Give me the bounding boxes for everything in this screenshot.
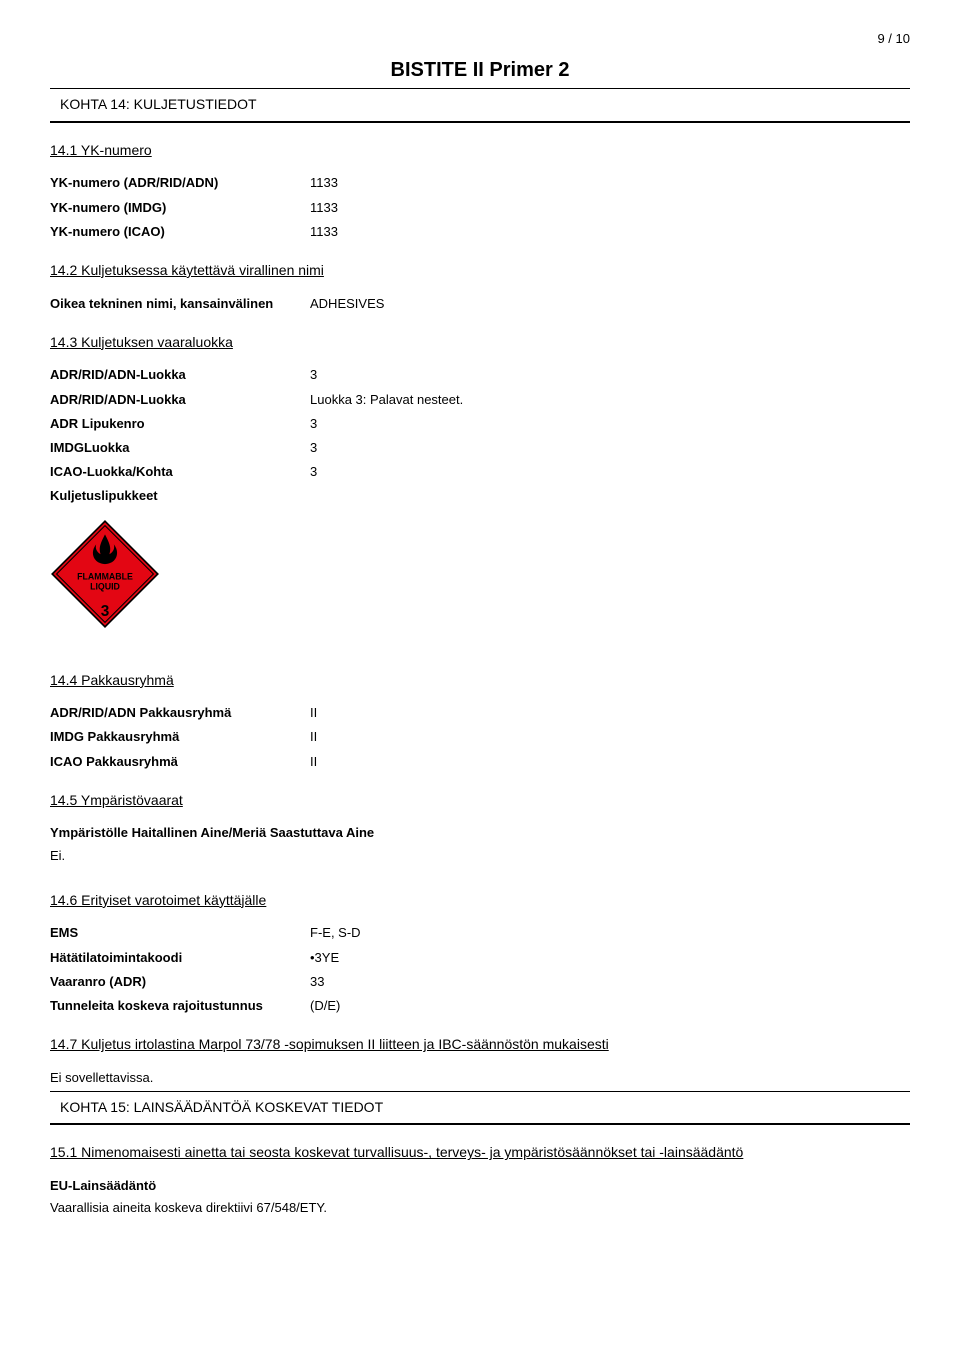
hazard-class-number: 3	[101, 603, 110, 620]
kv-value: Luokka 3: Palavat nesteet.	[310, 391, 910, 409]
kv-value: 3	[310, 439, 910, 457]
kv-value: (D/E)	[310, 997, 910, 1015]
kv-label: YK-numero (ADR/RID/ADN)	[50, 174, 310, 192]
env-hazard-label: Ympäristölle Haitallinen Aine/Meriä Saas…	[50, 824, 910, 842]
kv-row: ICAO-Luokka/Kohta 3	[50, 463, 910, 481]
kv-label: EMS	[50, 924, 310, 942]
kv-row: Hätätilatoimintakoodi •3YE	[50, 949, 910, 967]
kv-label: Oikea tekninen nimi, kansainvälinen	[50, 295, 310, 313]
kv-value: II	[310, 704, 910, 722]
kv-label: ADR/RID/ADN Pakkausryhmä	[50, 704, 310, 722]
subsection-14-7-heading: 14.7 Kuljetus irtolastina Marpol 73/78 -…	[50, 1035, 910, 1055]
kv-value: II	[310, 753, 910, 771]
kv-value: 3	[310, 366, 910, 384]
subsection-14-5-heading: 14.5 Ympäristövaarat	[50, 791, 910, 811]
kv-label: Vaaranro (ADR)	[50, 973, 310, 991]
section-15-header: KOHTA 15: LAINSÄÄDÄNTÖÄ KOSKEVAT TIEDOT	[50, 1091, 910, 1126]
kv-label: ICAO Pakkausryhmä	[50, 753, 310, 771]
kv-value: •3YE	[310, 949, 910, 967]
kv-value: 1133	[310, 174, 910, 192]
kv-value: II	[310, 728, 910, 746]
kv-row: IMDGLuokka 3	[50, 439, 910, 457]
kv-label: ADR Lipukenro	[50, 415, 310, 433]
section-14-header: KOHTA 14: KULJETUSTIEDOT	[50, 88, 910, 123]
kv-row: EMS F-E, S-D	[50, 924, 910, 942]
kv-row: YK-numero (IMDG) 1133	[50, 199, 910, 217]
kv-label: Tunneleita koskeva rajoitustunnus	[50, 997, 310, 1015]
kv-row: IMDG Pakkausryhmä II	[50, 728, 910, 746]
kv-row: Tunneleita koskeva rajoitustunnus (D/E)	[50, 997, 910, 1015]
eu-legislation-label: EU-Lainsäädäntö	[50, 1177, 910, 1195]
subsection-14-6-heading: 14.6 Erityiset varotoimet käyttäjälle	[50, 891, 910, 911]
kv-label: ADR/RID/ADN-Luokka	[50, 366, 310, 384]
kv-label: YK-numero (ICAO)	[50, 223, 310, 241]
eu-legislation-body: Vaarallisia aineita koskeva direktiivi 6…	[50, 1199, 910, 1217]
kv-label: IMDG Pakkausryhmä	[50, 728, 310, 746]
kv-label: Hätätilatoimintakoodi	[50, 949, 310, 967]
kv-value: F-E, S-D	[310, 924, 910, 942]
page-number: 9 / 10	[50, 30, 910, 48]
kv-row: YK-numero (ICAO) 1133	[50, 223, 910, 241]
kv-label: ADR/RID/ADN-Luokka	[50, 391, 310, 409]
subsection-15-1-heading: 15.1 Nimenomaisesti ainetta tai seosta k…	[50, 1143, 910, 1163]
section-15-title: KOHTA 15: LAINSÄÄDÄNTÖÄ KOSKEVAT TIEDOT	[60, 1098, 900, 1118]
kv-row: Oikea tekninen nimi, kansainvälinen ADHE…	[50, 295, 910, 313]
env-hazard-value: Ei.	[50, 847, 910, 865]
hazard-text-1: FLAMMABLE	[77, 572, 133, 582]
kv-label: ICAO-Luokka/Kohta	[50, 463, 310, 481]
kv-value: 3	[310, 463, 910, 481]
kv-value: 33	[310, 973, 910, 991]
transport-labels-label: Kuljetuslipukkeet	[50, 487, 310, 505]
kv-value: ADHESIVES	[310, 295, 910, 313]
kv-row: ADR/RID/ADN Pakkausryhmä II	[50, 704, 910, 722]
subsection-14-1-heading: 14.1 YK-numero	[50, 141, 910, 161]
kv-value: 3	[310, 415, 910, 433]
document-title: BISTITE II Primer 2	[50, 56, 910, 84]
hazard-text-2: LIQUID	[90, 582, 120, 592]
kv-label: IMDGLuokka	[50, 439, 310, 457]
kv-row: ADR/RID/ADN-Luokka Luokka 3: Palavat nes…	[50, 391, 910, 409]
kv-row: ADR Lipukenro 3	[50, 415, 910, 433]
section-14-title: KOHTA 14: KULJETUSTIEDOT	[60, 95, 900, 115]
subsection-14-4-heading: 14.4 Pakkausryhmä	[50, 671, 910, 691]
kv-value: 1133	[310, 223, 910, 241]
kv-row: YK-numero (ADR/RID/ADN) 1133	[50, 174, 910, 192]
kv-row: ADR/RID/ADN-Luokka 3	[50, 366, 910, 384]
kv-label: YK-numero (IMDG)	[50, 199, 310, 217]
subsection-14-3-heading: 14.3 Kuljetuksen vaaraluokka	[50, 333, 910, 353]
kv-value: 1133	[310, 199, 910, 217]
kv-row: Vaaranro (ADR) 33	[50, 973, 910, 991]
kv-row: ICAO Pakkausryhmä II	[50, 753, 910, 771]
subsection-14-7-body: Ei sovellettavissa.	[50, 1069, 910, 1087]
flammable-liquid-hazard-icon: FLAMMABLE LIQUID 3	[50, 519, 160, 629]
subsection-14-2-heading: 14.2 Kuljetuksessa käytettävä virallinen…	[50, 261, 910, 281]
